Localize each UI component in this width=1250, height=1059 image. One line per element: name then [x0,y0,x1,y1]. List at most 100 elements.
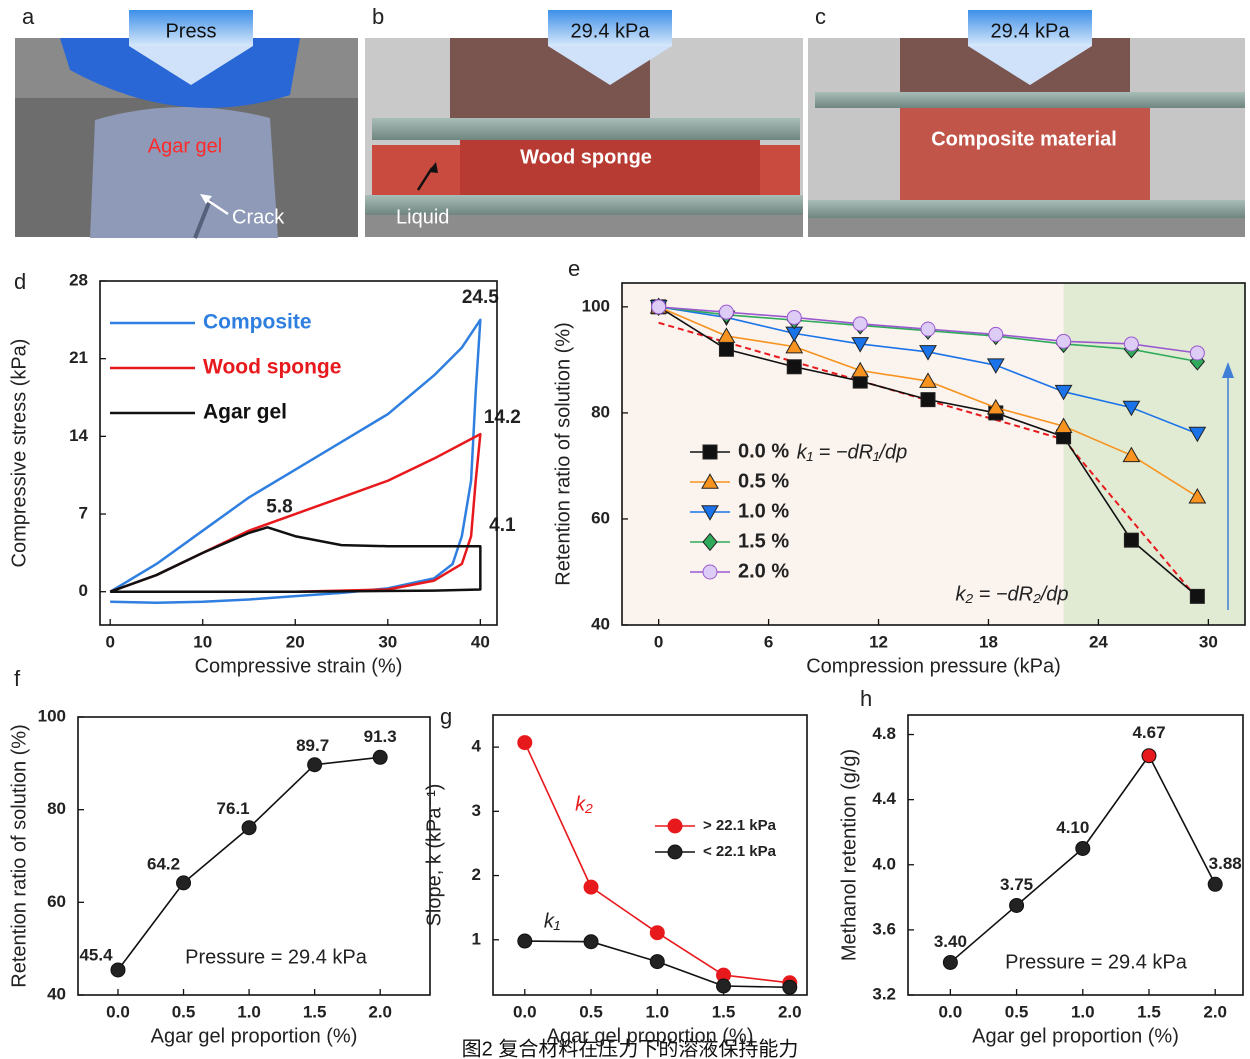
panel-letter: a [22,4,35,29]
y-tick-label: 4.0 [872,854,896,873]
y-axis-label: Methanol retention (g/g) [838,749,860,961]
marker [787,310,801,324]
data-label: 76.1 [217,799,250,818]
arrow-label: 29.4 kPa [571,20,651,42]
legend-label: 2.0 % [738,560,789,582]
x-tick-label: 18 [979,632,998,651]
marker [111,963,125,977]
x-tick-label: 2.0 [1203,1002,1227,1021]
y-tick-label: 2 [472,865,481,884]
series-line [525,743,790,983]
data-label: 89.7 [296,736,329,755]
panel-letter: b [372,4,384,29]
marker [650,955,664,969]
data-label: 4.10 [1056,818,1089,837]
y-tick-label: 14 [69,426,88,445]
x-axis-label: Compressive strain (%) [195,655,403,677]
x-tick-label: 1.5 [303,1002,327,1021]
x-tick-label: 0.0 [939,1002,963,1021]
legend-label: Wood sponge [203,356,341,379]
data-label: 3.40 [934,932,967,951]
y-tick-label: 21 [69,348,88,367]
x-tick-label: 0.0 [513,1002,537,1021]
legend-label: 0.0 % [738,440,789,462]
x-tick-label: 30 [1199,632,1218,651]
x-tick-label: 1.0 [237,1002,261,1021]
marker [1190,589,1204,603]
panel-letter: d [14,269,26,294]
annotation: k₁ = −dR₁/dp [797,441,907,463]
y-tick-label: 0 [79,581,88,600]
photo-text: Composite material [931,128,1117,150]
y-tick-label: 28 [69,270,88,289]
shaded-region [1064,283,1245,625]
marker [584,880,598,894]
y-tick-label: 4.4 [872,789,896,808]
marker [703,565,717,579]
x-tick-label: 1.5 [1137,1002,1161,1021]
y-tick-label: 3.6 [872,919,896,938]
data-label: 3.88 [1209,854,1242,873]
y-tick-label: 100 [38,706,66,725]
peak-label: 14.2 [484,407,521,428]
x-tick-label: 1.0 [645,1002,669,1021]
y-tick-label: 3.2 [872,984,896,1003]
marker [668,819,682,833]
marker [373,750,387,764]
photo-text: Crack [232,206,285,228]
y-tick-label: 80 [47,799,66,818]
x-tick-label: 1.0 [1071,1002,1095,1021]
photo-text: Liquid [396,206,449,228]
annotation: k₂ [575,793,593,815]
data-label: 45.4 [79,945,113,964]
arrow-label: 29.4 kPa [991,20,1071,42]
data-label: 91.3 [364,727,397,746]
x-tick-label: 12 [869,632,888,651]
panel-letter: c [815,4,826,29]
marker [783,980,797,994]
marker [177,876,191,890]
legend-label: 0.5 % [738,470,789,492]
y-tick-label: 4 [472,737,482,756]
y-axis-label: Compressive stress (kPa) [8,339,30,568]
peak-label: 24.5 [462,287,499,308]
data-label: 4.67 [1132,723,1165,742]
y-tick-label: 80 [591,402,610,421]
marker [989,327,1003,341]
marker [703,445,717,459]
marker [943,955,957,969]
y-axis-label: Retention ratio of solution (%) [8,724,30,987]
x-tick-label: 0 [105,632,114,651]
marker [1010,898,1024,912]
marker [719,342,733,356]
panel-letter: f [14,666,21,691]
marker [853,317,867,331]
x-tick-label: 6 [764,632,773,651]
figure: a Press Agar gel Crack b 29.4 kPa Wood s… [0,0,1250,1059]
y-tick-label: 60 [591,508,610,527]
x-tick-label: 0.5 [1005,1002,1029,1021]
marker [1142,749,1156,763]
photo-c: c 29.4 kPa Composite material [808,4,1245,237]
x-axis-label: Agar gel proportion (%) [547,1025,754,1047]
photo-text: Agar gel [148,135,223,157]
marker [242,821,256,835]
arrow-label: Press [165,20,216,42]
y-tick-label: 40 [591,614,610,633]
y-tick-label: 60 [47,892,66,911]
x-axis-label: Agar gel proportion (%) [972,1025,1179,1047]
marker [1124,533,1138,547]
x-tick-label: 0 [654,632,663,651]
x-axis-label: Compression pressure (kPa) [806,655,1061,677]
legend-label: > 22.1 kPa [703,817,777,834]
legend-label: 1.5 % [738,530,789,552]
x-tick-label: 20 [286,632,305,651]
marker [1190,346,1204,360]
x-tick-label: 30 [378,632,397,651]
photo-a: a Press Agar gel Crack [15,4,358,238]
data-label: 3.75 [1000,875,1033,894]
marker [518,934,532,948]
x-tick-label: 0.0 [106,1002,130,1021]
marker [1057,334,1071,348]
y-tick-label: 3 [472,801,481,820]
